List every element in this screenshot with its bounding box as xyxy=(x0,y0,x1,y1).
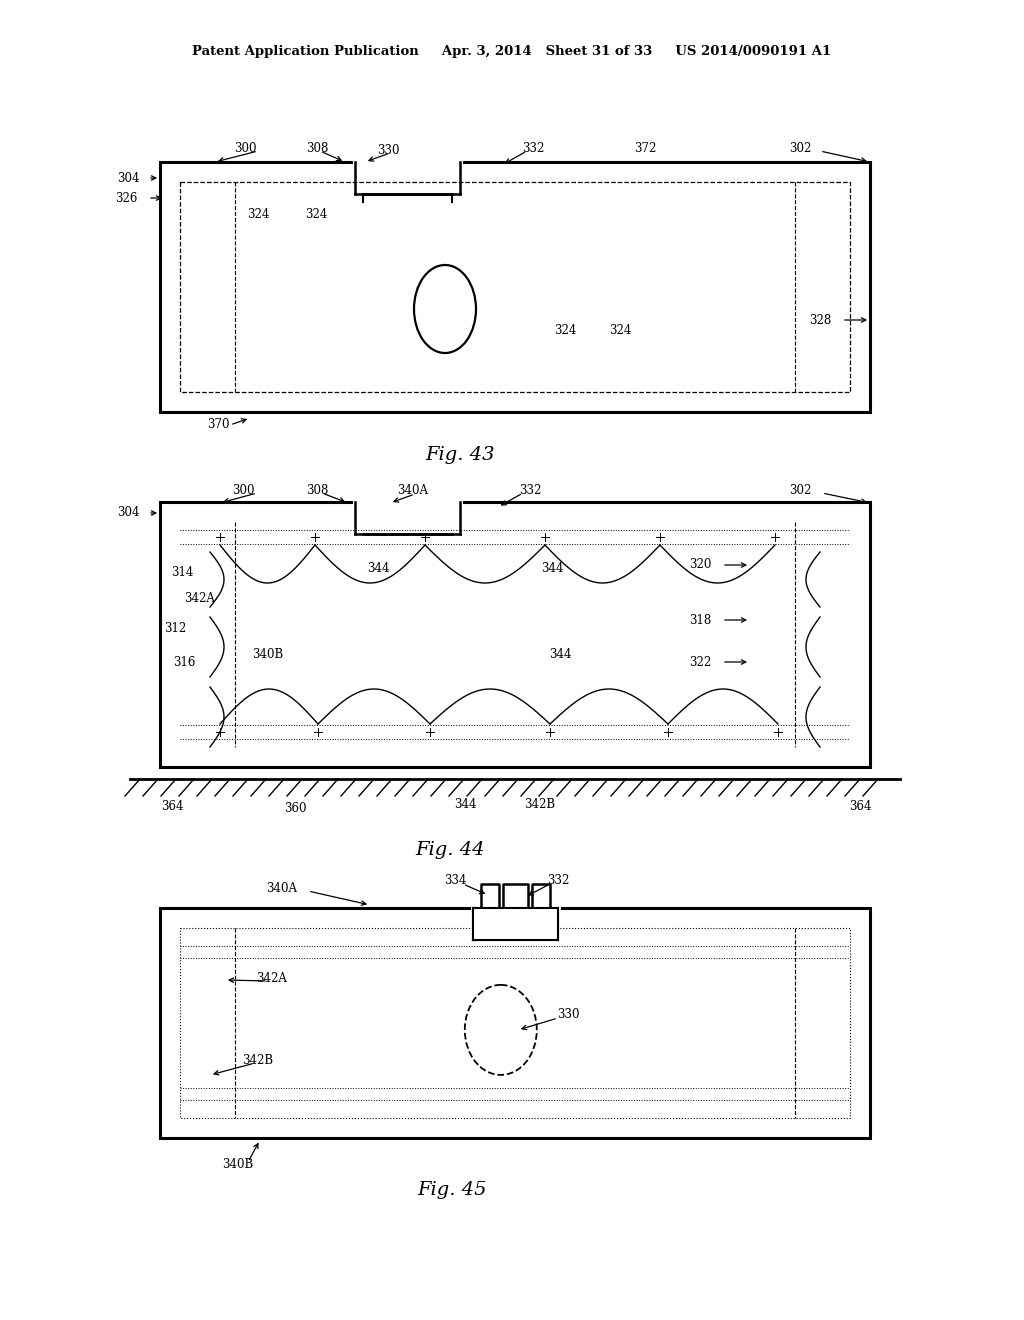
Text: 360: 360 xyxy=(284,801,306,814)
Text: 318: 318 xyxy=(689,614,711,627)
Text: 328: 328 xyxy=(809,314,831,326)
Text: 340B: 340B xyxy=(222,1159,254,1172)
Text: 330: 330 xyxy=(377,144,399,157)
Text: 324: 324 xyxy=(554,323,577,337)
Text: 308: 308 xyxy=(306,141,328,154)
Text: 340A: 340A xyxy=(397,483,428,496)
Text: 304: 304 xyxy=(117,172,139,185)
Text: 342B: 342B xyxy=(524,799,556,812)
Text: 304: 304 xyxy=(117,507,139,520)
Text: 344: 344 xyxy=(541,561,563,574)
Text: 324: 324 xyxy=(305,209,328,222)
Text: 344: 344 xyxy=(454,799,476,812)
Text: 344: 344 xyxy=(367,561,389,574)
Text: 322: 322 xyxy=(689,656,711,668)
Text: 320: 320 xyxy=(689,558,712,572)
Text: 340A: 340A xyxy=(266,882,298,895)
Text: Fig. 45: Fig. 45 xyxy=(417,1181,486,1199)
Text: 324: 324 xyxy=(609,323,631,337)
Text: 326: 326 xyxy=(115,191,137,205)
Text: 332: 332 xyxy=(522,141,544,154)
Text: 370: 370 xyxy=(207,418,229,432)
Text: Fig. 43: Fig. 43 xyxy=(425,446,495,465)
Bar xyxy=(160,162,870,412)
Text: 340B: 340B xyxy=(252,648,284,661)
Text: 334: 334 xyxy=(443,874,466,887)
Bar xyxy=(160,908,870,1138)
Text: 324: 324 xyxy=(247,209,269,222)
Text: 344: 344 xyxy=(549,648,571,661)
Text: 316: 316 xyxy=(173,656,196,668)
Bar xyxy=(180,928,850,1118)
Text: 342A: 342A xyxy=(257,972,288,985)
Bar xyxy=(160,502,870,767)
Text: 342B: 342B xyxy=(243,1053,273,1067)
Text: 300: 300 xyxy=(231,483,254,496)
Text: 302: 302 xyxy=(788,141,811,154)
Bar xyxy=(473,908,558,940)
Text: 312: 312 xyxy=(164,622,186,635)
Text: 372: 372 xyxy=(634,141,656,154)
Text: 300: 300 xyxy=(233,141,256,154)
Text: 342A: 342A xyxy=(184,591,215,605)
Text: 308: 308 xyxy=(306,483,328,496)
Text: 364: 364 xyxy=(849,800,871,813)
Text: Patent Application Publication     Apr. 3, 2014   Sheet 31 of 33     US 2014/009: Patent Application Publication Apr. 3, 2… xyxy=(193,45,831,58)
Bar xyxy=(180,182,850,392)
Text: 364: 364 xyxy=(161,800,183,813)
Text: 332: 332 xyxy=(519,483,542,496)
Text: 330: 330 xyxy=(557,1008,580,1022)
Text: 302: 302 xyxy=(788,483,811,496)
Text: Fig. 44: Fig. 44 xyxy=(416,841,484,859)
Text: 332: 332 xyxy=(547,874,569,887)
Text: 314: 314 xyxy=(171,566,194,579)
